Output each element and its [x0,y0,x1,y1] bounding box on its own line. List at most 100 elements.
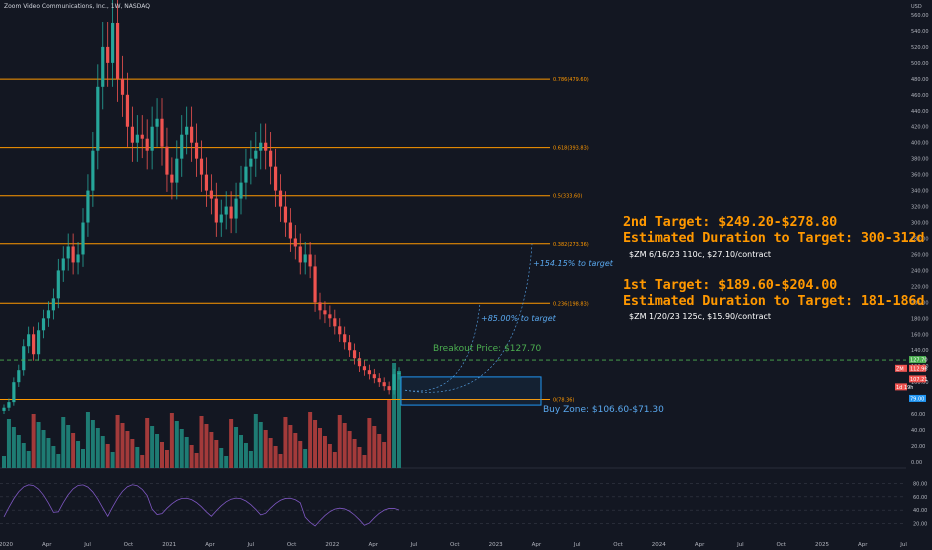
price-tag-bg [909,356,926,364]
price-axis-tick: 40.00 [911,428,925,434]
volume-bar [164,450,169,468]
second-target-option: $ZM 6/16/23 110c, $27.10/contract [629,250,772,259]
candle-body [392,374,396,391]
candle-body [135,134,139,143]
second-target-duration: Estimated Duration to Target: 300-312d [623,230,925,246]
time-axis-tick: Oct [613,542,623,548]
candle-body [352,350,357,359]
price-tag-text: 112.96 [910,366,928,372]
candle-body [175,158,179,183]
volume-bar [105,444,110,468]
time-axis-tick: Apr [532,542,542,548]
volume-bar [26,451,31,468]
candle-body [101,46,105,87]
time-axis-tick: Apr [695,542,705,548]
candle-body [61,258,65,271]
price-axis-tick: 480.00 [911,77,929,83]
candle-body [2,407,6,411]
breakout-price-label: Breakout Price: $127.70 [433,344,542,354]
candle-body [199,158,204,175]
candle-body [130,126,134,143]
candle-body [273,166,278,191]
time-axis-tick: 2021 [162,542,176,548]
price-axis-tick: 260.00 [911,252,929,258]
volume-bar [357,447,362,468]
buy-zone-box [400,376,542,406]
time-axis-tick: 2020 [0,542,13,548]
percent-to-second-target: +154.15% to target [533,259,613,268]
candle-body [17,370,21,383]
price-axis-tick: 200.00 [911,300,929,306]
volume-bar [288,425,293,468]
price-axis-tick: 340.00 [911,189,929,195]
price-axis-tick: 280.00 [911,236,929,242]
volume-bar [120,423,125,468]
time-axis-tick: Jul [246,542,254,548]
volume-bar [293,433,298,468]
volume-bar [115,415,120,468]
volume-bar [278,454,283,468]
candle-body [288,222,292,239]
candle-body [387,386,391,391]
volume-bar [268,438,273,468]
volume-bar [283,417,288,468]
first-target-duration: Estimated Duration to Target: 181-186d [623,293,925,309]
candle-body [318,302,322,311]
volume-bar [85,412,90,468]
volume-bar [140,455,145,468]
volume-bar [36,422,41,468]
volume-bar [71,433,76,468]
candle-body [91,150,95,191]
candle-body [115,22,120,79]
price-axis-tick: 220.00 [911,284,929,290]
candle-body [12,382,16,403]
price-axis-tick: 240.00 [911,268,929,274]
volume-bar [397,371,401,468]
volume-bar [184,437,189,468]
volume-bar [61,417,66,468]
candle-body [224,206,228,215]
candle-body [160,118,164,147]
price-axis-tick: 440.00 [911,109,929,115]
candle-body [66,246,70,259]
fib-level-label: 0.618(393.83) [553,146,589,152]
volume-bar [145,418,150,468]
volume-bar [95,428,100,468]
volume-bar [81,449,85,468]
price-axis-unit: USD [911,4,922,10]
candle-body [150,126,154,151]
volume-bar [135,447,140,468]
candle-body [323,310,327,315]
time-axis-tick: 2022 [325,542,339,548]
candle-body [185,126,189,135]
volume-bar [392,363,397,468]
price-axis-tick: 420.00 [911,125,929,131]
volume-bar [2,456,6,468]
price-axis-tick: 540.00 [911,29,929,35]
volume-bar [308,412,313,468]
chart-title: Zoom Video Communications, Inc., 1W, NAS… [4,3,150,10]
candle-body [298,246,302,263]
volume-bar [204,424,209,468]
candle-body [32,334,36,355]
volume-bar [150,426,155,468]
price-tag-text: 79.00 [910,396,924,402]
volume-bar [179,429,184,468]
volume-bar [229,419,234,468]
price-tag-text: 127.70 [910,358,928,364]
price-tag-text: 107.21 [910,377,928,383]
candle-body [204,174,209,191]
candle-body [76,254,80,263]
candle-body [343,334,347,343]
price-tag-text: ZM [896,366,904,372]
volume-bar [342,423,347,468]
candle-body [367,370,371,375]
time-axis-tick: Apr [42,542,52,548]
time-axis-tick: Apr [368,542,378,548]
candle-body [140,134,144,139]
price-axis-tick: 100.00 [911,380,929,386]
candle-body [56,270,60,299]
time-axis-tick: Oct [287,542,297,548]
volume-bar [332,452,337,468]
